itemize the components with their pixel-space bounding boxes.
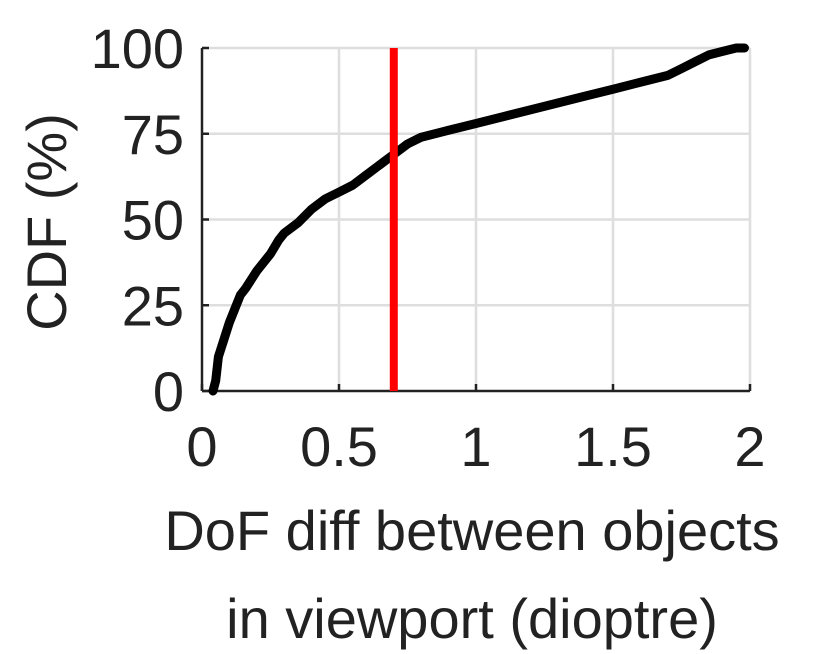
x-axis-label-line-1: DoF diff between objects xyxy=(164,499,779,562)
x-axis-label-line-2: in viewport (dioptre) xyxy=(226,587,718,650)
grid-lines xyxy=(202,46,752,391)
x-tick-label: 1 xyxy=(460,415,491,478)
y-tick-label: 0 xyxy=(153,360,184,423)
x-tick-labels: 0 0.5 1 1.5 2 xyxy=(186,415,765,478)
x-tick-label: 1.5 xyxy=(574,415,652,478)
y-tick-label: 75 xyxy=(122,103,184,166)
y-tick-label: 50 xyxy=(122,189,184,252)
x-tick-label: 0 xyxy=(186,415,217,478)
x-tick-label: 2 xyxy=(734,415,765,478)
y-tick-labels: 0 25 50 75 100 xyxy=(91,17,184,423)
y-tick-label: 100 xyxy=(91,17,184,80)
tick-marks xyxy=(200,46,752,393)
series-group xyxy=(208,43,749,396)
cdf-series-line xyxy=(208,43,749,396)
y-axis-label: CDF (%) xyxy=(15,113,78,331)
x-tick-label: 0.5 xyxy=(300,415,378,478)
y-tick-label: 25 xyxy=(122,274,184,337)
